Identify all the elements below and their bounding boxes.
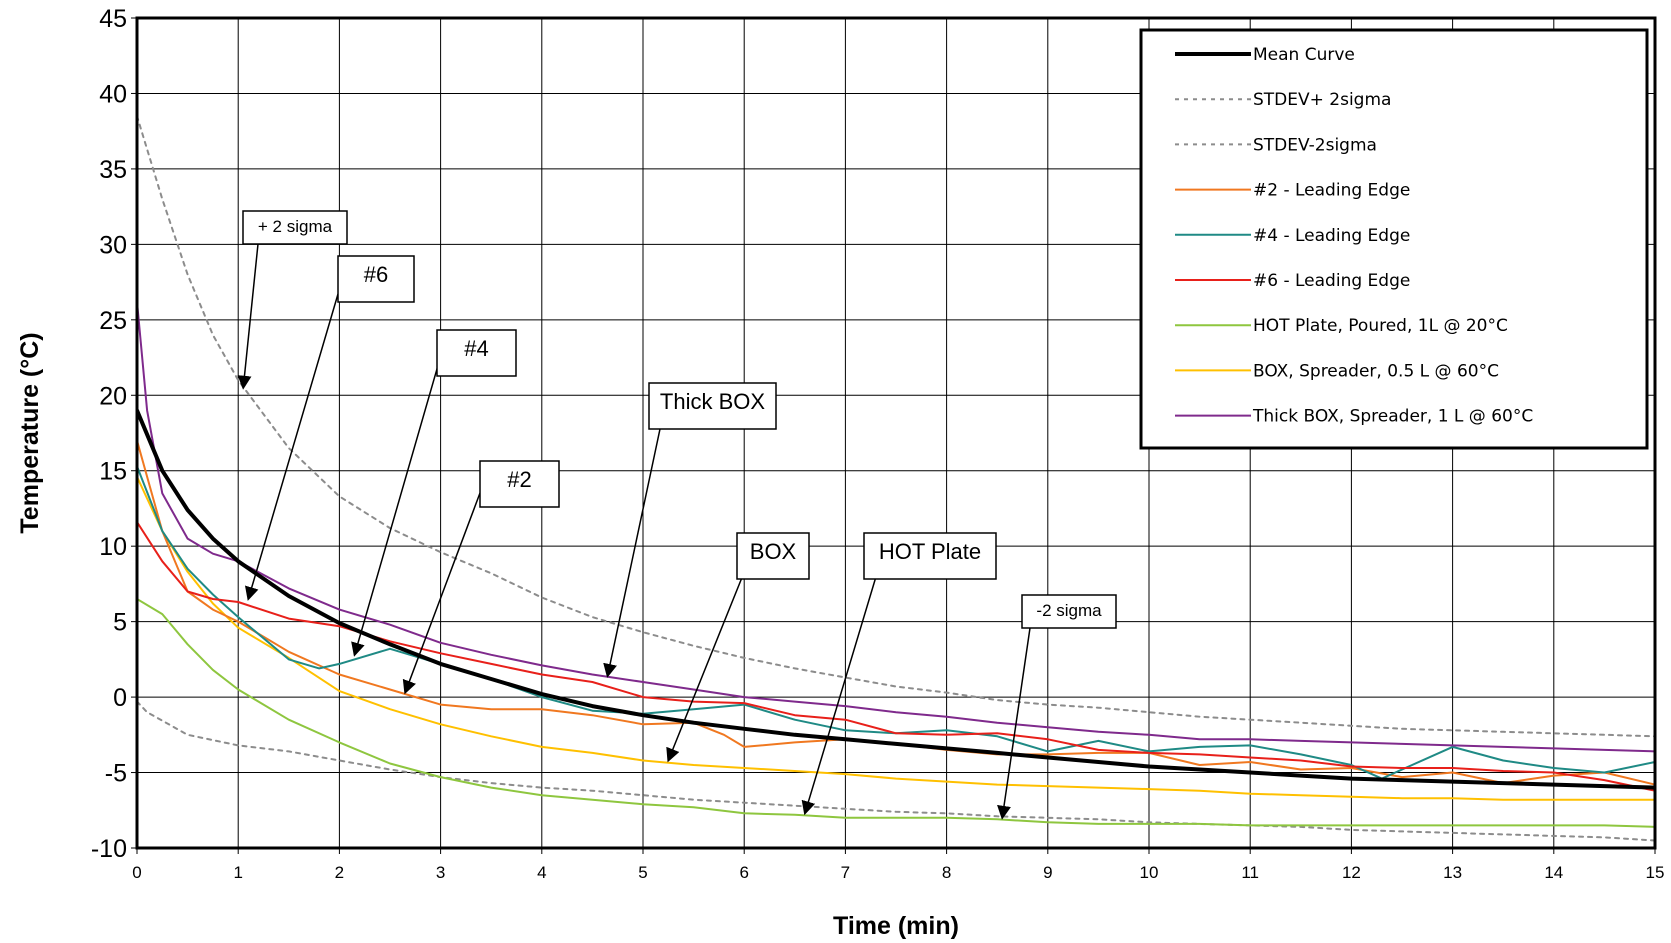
x-tick-label: 9 [1043, 863, 1052, 882]
callout-box [242, 210, 348, 245]
x-tick-label: 11 [1241, 863, 1259, 882]
y-tick-label: -10 [91, 835, 127, 863]
y-tick-label: 45 [99, 5, 127, 33]
legend-label: #4 - Leading Edge [1253, 226, 1410, 246]
series-line-2 [137, 700, 1655, 842]
y-tick-label: 30 [99, 231, 127, 259]
y-tick-label: 35 [99, 156, 127, 184]
x-tick-label: 14 [1544, 863, 1563, 882]
callout-arrow [351, 361, 440, 657]
series-line-0 [137, 408, 1655, 790]
legend: Mean Curve STDEV+ 2sigma STDEV-2sigma #2 - … [1139, 28, 1649, 450]
y-tick-label: 10 [99, 533, 127, 561]
callout-box [1021, 594, 1117, 629]
callout-label: #4 [464, 336, 488, 361]
callout-label: BOX [750, 539, 797, 564]
legend-label: BOX, Spreader, 0.5 L @ 60°C [1253, 361, 1499, 381]
y-axis-title: Temperature (°C) [16, 332, 44, 533]
x-tick-label: 12 [1342, 863, 1361, 882]
x-tick-label: 3 [436, 863, 445, 882]
x-tick-label: 7 [841, 863, 850, 882]
series-line-4 [137, 465, 1655, 780]
legend-label: Mean Curve [1253, 45, 1355, 65]
series-lines [137, 115, 1655, 842]
legend-label: Thick BOX, Spreader, 1 L @ 60°C [1252, 407, 1533, 427]
x-tick-label: 0 [132, 863, 141, 882]
callout-box [436, 329, 517, 377]
y-tick-label: 40 [99, 80, 127, 108]
callout-label: #6 [364, 262, 388, 287]
legend-label: #6 - Leading Edge [1253, 271, 1410, 291]
callouts: + 2 sigma #6 #4 #2 Thick BOX BOX HOT Plate -2 s… [237, 210, 1117, 820]
y-tick-label: 5 [113, 609, 127, 637]
callout-label: HOT Plate [879, 539, 981, 564]
legend-label: #2 - Leading Edge [1253, 181, 1410, 201]
callout-label: Thick BOX [660, 389, 765, 414]
y-tick-label: 20 [99, 382, 127, 410]
callout-box [648, 382, 777, 430]
callout-arrow [603, 428, 661, 678]
x-tick-label: 1 [233, 863, 242, 882]
callout-arrow [244, 293, 339, 601]
callout-box [337, 255, 415, 303]
legend-label: STDEV+ 2sigma [1253, 90, 1391, 110]
y-tick-label: -5 [105, 760, 127, 788]
x-tick-label: 6 [739, 863, 748, 882]
x-axis-title: Time (min) [833, 912, 959, 940]
callout-label: + 2 sigma [258, 217, 333, 236]
callout-arrow [801, 569, 879, 816]
y-tick-label: 25 [99, 307, 127, 335]
series-line-1 [137, 115, 1655, 738]
callout-arrow [237, 243, 259, 390]
legend-box [1139, 28, 1649, 450]
x-tick-label: 15 [1646, 863, 1665, 882]
callout-box [736, 532, 810, 580]
legend-label: HOT Plate, Poured, 1L @ 20°C [1253, 316, 1508, 336]
x-tick-label: 13 [1443, 863, 1462, 882]
callout-arrow [666, 569, 746, 763]
tick-labels: 0 1 2 3 4 5 6 7 8 9 10 11 12 13 14 15-10-50510152025303… [91, 5, 1665, 882]
series-line-8 [137, 300, 1655, 753]
legend-label: STDEV-2sigma [1253, 135, 1377, 155]
callout-arrow [402, 492, 481, 695]
y-tick-label: 15 [99, 458, 127, 486]
x-tick-label: 10 [1140, 863, 1159, 882]
x-tick-label: 4 [537, 863, 546, 882]
x-tick-label: 8 [942, 863, 951, 882]
callout-box [479, 460, 560, 508]
callout-label: #2 [507, 467, 531, 492]
x-tick-label: 5 [638, 863, 647, 882]
series-line-3 [137, 439, 1655, 786]
series-line-5 [137, 521, 1655, 792]
series-line-7 [137, 475, 1655, 801]
callout-arrow [997, 627, 1031, 820]
x-tick-label: 2 [335, 863, 344, 882]
plot-area [135, 16, 1657, 850]
callout-box [863, 532, 997, 580]
y-tick-label: 0 [113, 684, 127, 712]
series-line-6 [137, 598, 1655, 828]
callout-label: -2 sigma [1036, 601, 1102, 620]
